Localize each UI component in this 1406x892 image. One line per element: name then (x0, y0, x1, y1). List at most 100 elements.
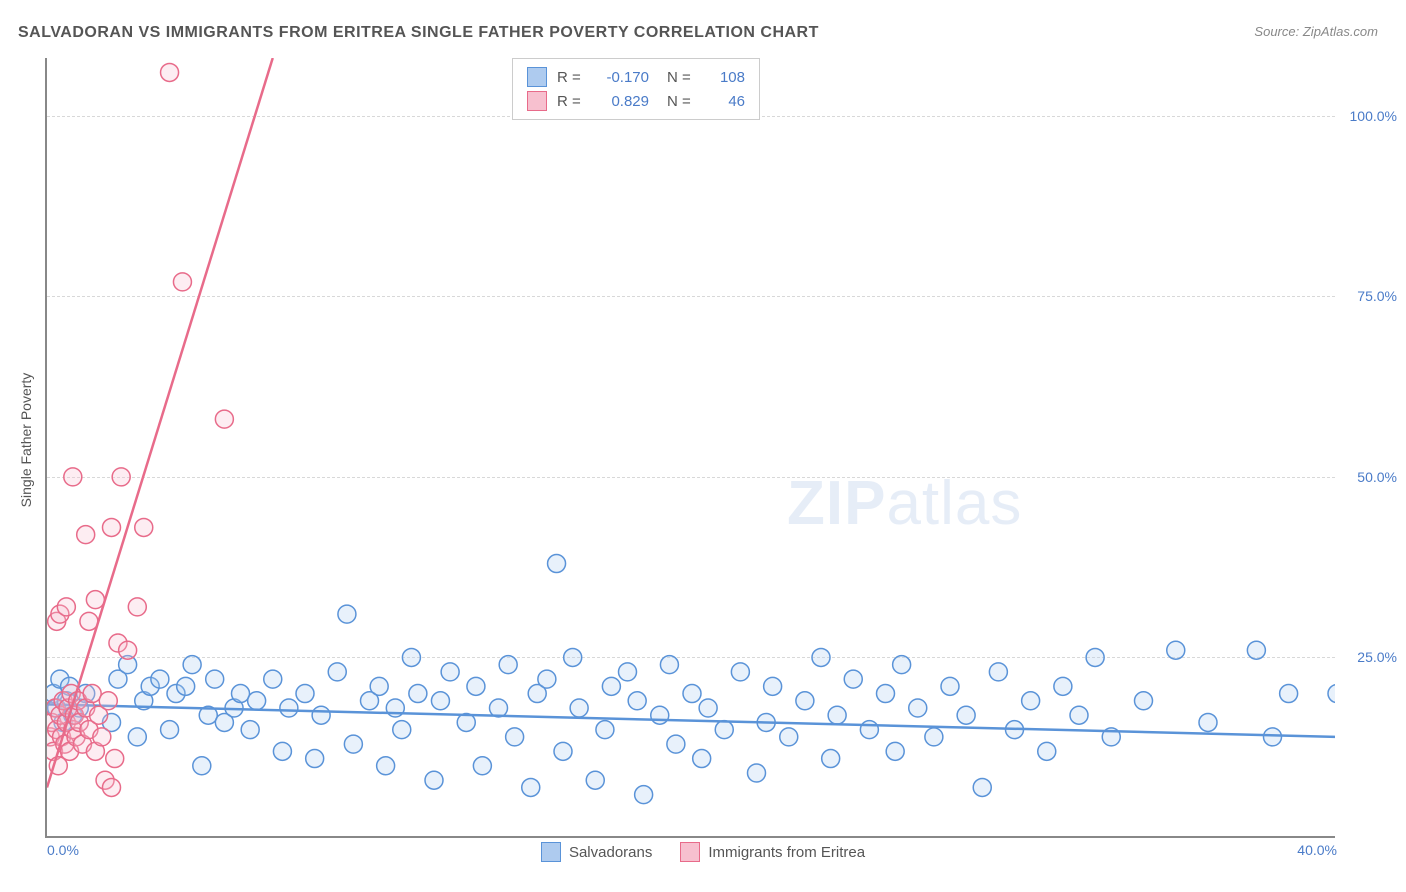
scatter-point (860, 721, 878, 739)
scatter-point (161, 721, 179, 739)
scatter-point (893, 656, 911, 674)
scatter-point (844, 670, 862, 688)
chart-container: SALVADORAN VS IMMIGRANTS FROM ERITREA SI… (0, 0, 1406, 892)
scatter-point (1086, 648, 1104, 666)
plot-area: ZIPatlas 25.0%50.0%75.0%100.0% 0.0%40.0% (45, 58, 1335, 838)
scatter-point (328, 663, 346, 681)
scatter-point (596, 721, 614, 739)
scatter-point (431, 692, 449, 710)
scatter-point (957, 706, 975, 724)
scatter-point (57, 598, 75, 616)
scatter-point (338, 605, 356, 623)
chart-title: SALVADORAN VS IMMIGRANTS FROM ERITREA SI… (18, 24, 819, 42)
y-axis-label: Single Father Poverty (18, 373, 34, 508)
scatter-point (499, 656, 517, 674)
scatter-point (112, 468, 130, 486)
scatter-point (877, 685, 895, 703)
legend-series-item: Salvadorans (541, 842, 652, 862)
scatter-point (425, 771, 443, 789)
scatter-point (280, 699, 298, 717)
scatter-svg (47, 58, 1335, 836)
scatter-point (748, 764, 766, 782)
scatter-point (151, 670, 169, 688)
source-attribution: Source: ZipAtlas.com (1254, 24, 1378, 39)
scatter-point (699, 699, 717, 717)
scatter-point (99, 692, 117, 710)
scatter-point (925, 728, 943, 746)
scatter-point (248, 692, 266, 710)
scatter-point (490, 699, 508, 717)
scatter-point (1199, 713, 1217, 731)
legend-correlation: R =-0.170N =108R =0.829N =46 (512, 58, 760, 120)
scatter-point (715, 721, 733, 739)
legend-r-value: -0.170 (593, 69, 649, 86)
scatter-point (409, 685, 427, 703)
scatter-point (973, 778, 991, 796)
scatter-point (554, 742, 572, 760)
legend-swatch (541, 842, 561, 862)
scatter-point (628, 692, 646, 710)
scatter-point (173, 273, 191, 291)
scatter-point (312, 706, 330, 724)
scatter-point (193, 757, 211, 775)
legend-r-label: R = (557, 69, 583, 86)
scatter-point (1280, 685, 1298, 703)
scatter-point (619, 663, 637, 681)
legend-n-value: 46 (707, 93, 745, 110)
scatter-point (586, 771, 604, 789)
scatter-point (344, 735, 362, 753)
scatter-point (473, 757, 491, 775)
legend-r-value: 0.829 (593, 93, 649, 110)
y-tick-label: 50.0% (1342, 469, 1397, 485)
scatter-point (548, 555, 566, 573)
scatter-point (264, 670, 282, 688)
scatter-point (377, 757, 395, 775)
legend-series-item: Immigrants from Eritrea (680, 842, 865, 862)
scatter-point (1328, 685, 1335, 703)
scatter-point (177, 677, 195, 695)
scatter-point (1167, 641, 1185, 659)
scatter-point (764, 677, 782, 695)
scatter-point (119, 641, 137, 659)
scatter-point (128, 728, 146, 746)
legend-r-label: R = (557, 93, 583, 110)
scatter-point (796, 692, 814, 710)
scatter-point (215, 410, 233, 428)
source-name: ZipAtlas.com (1303, 24, 1378, 39)
scatter-point (1070, 706, 1088, 724)
scatter-point (273, 742, 291, 760)
scatter-point (306, 750, 324, 768)
legend-swatch (527, 67, 547, 87)
scatter-point (393, 721, 411, 739)
scatter-point (103, 518, 121, 536)
scatter-point (83, 685, 101, 703)
scatter-point (1054, 677, 1072, 695)
scatter-point (1135, 692, 1153, 710)
scatter-point (232, 685, 250, 703)
scatter-point (506, 728, 524, 746)
legend-n-label: N = (667, 69, 697, 86)
scatter-point (1022, 692, 1040, 710)
scatter-point (370, 677, 388, 695)
scatter-point (570, 699, 588, 717)
scatter-point (135, 518, 153, 536)
y-tick-label: 75.0% (1342, 288, 1397, 304)
legend-n-value: 108 (707, 69, 745, 86)
scatter-point (989, 663, 1007, 681)
scatter-point (941, 677, 959, 695)
scatter-point (651, 706, 669, 724)
scatter-point (522, 778, 540, 796)
scatter-point (731, 663, 749, 681)
legend-correlation-row: R =0.829N =46 (527, 89, 745, 113)
scatter-point (1264, 728, 1282, 746)
legend-series-label: Immigrants from Eritrea (708, 844, 865, 861)
scatter-point (1038, 742, 1056, 760)
scatter-point (635, 786, 653, 804)
scatter-point (828, 706, 846, 724)
scatter-point (93, 728, 111, 746)
scatter-point (683, 685, 701, 703)
y-tick-label: 25.0% (1342, 649, 1397, 665)
scatter-point (564, 648, 582, 666)
legend-series: Salvadorans Immigrants from Eritrea (0, 842, 1406, 862)
scatter-point (77, 526, 95, 544)
